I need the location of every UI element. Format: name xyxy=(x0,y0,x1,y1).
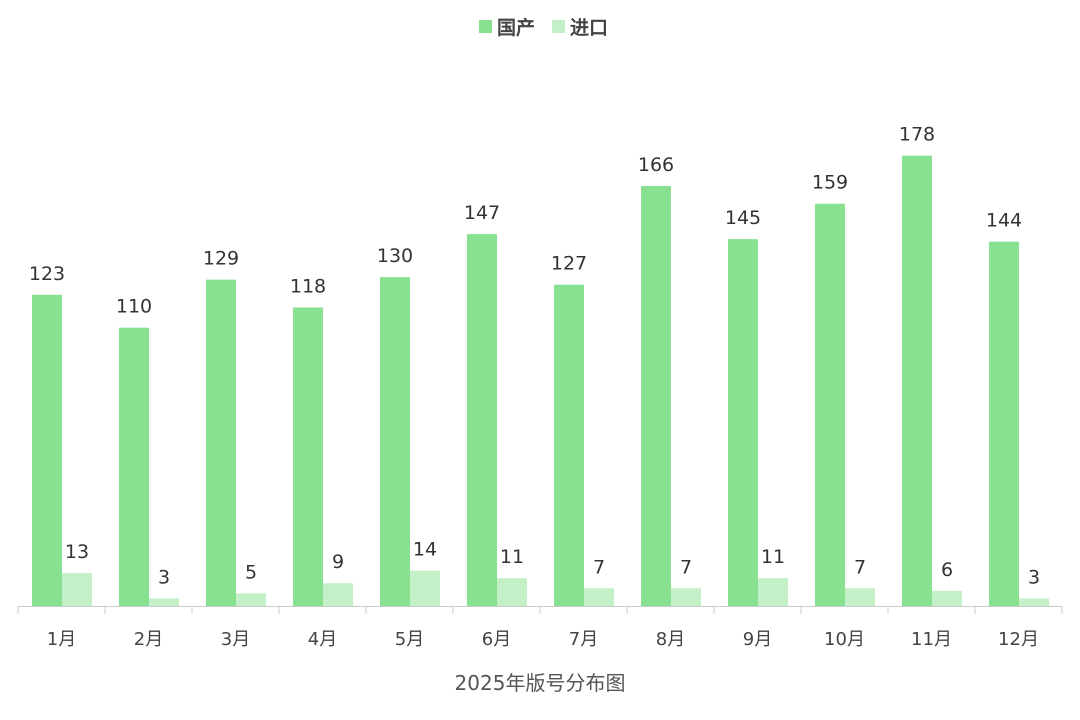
bar-0-11 xyxy=(989,241,1019,606)
bar-1-10 xyxy=(932,590,962,606)
bar-0-10 xyxy=(902,155,932,606)
x-tick-label-11: 12月 xyxy=(998,629,1039,650)
bar-1-8 xyxy=(758,578,788,606)
value-label-0-0: 123 xyxy=(29,263,65,285)
bar-1-3 xyxy=(323,583,353,606)
x-axis-title: 2025年版号分布图 xyxy=(455,671,626,695)
legend-label-0: 国产 xyxy=(497,16,535,39)
x-tick-label-7: 8月 xyxy=(656,629,685,650)
bar-0-3 xyxy=(293,307,323,606)
bar-1-6 xyxy=(584,588,614,606)
bar-1-2 xyxy=(236,593,266,606)
value-label-1-9: 7 xyxy=(854,556,866,578)
x-tick-label-8: 9月 xyxy=(743,629,772,650)
value-label-0-3: 118 xyxy=(290,275,326,297)
x-tick-label-0: 1月 xyxy=(47,629,76,650)
bar-0-7 xyxy=(641,186,671,606)
x-tick-label-1: 2月 xyxy=(134,629,163,650)
legend-label-1: 进口 xyxy=(570,17,608,39)
value-label-1-10: 6 xyxy=(941,559,953,581)
value-label-0-2: 129 xyxy=(203,248,239,270)
bar-0-1 xyxy=(119,327,149,606)
value-label-1-1: 3 xyxy=(158,566,170,588)
x-tick-label-5: 6月 xyxy=(482,629,511,650)
x-tick-label-3: 4月 xyxy=(308,629,337,650)
value-label-1-8: 11 xyxy=(761,546,785,568)
bar-0-2 xyxy=(206,279,236,606)
value-label-1-7: 7 xyxy=(680,556,692,578)
value-label-0-9: 159 xyxy=(812,172,848,194)
value-label-1-0: 13 xyxy=(65,541,89,563)
value-label-0-6: 127 xyxy=(551,253,587,275)
value-label-1-4: 14 xyxy=(413,539,437,561)
value-label-1-11: 3 xyxy=(1028,566,1040,588)
value-label-0-4: 130 xyxy=(377,245,413,267)
x-tick-label-2: 3月 xyxy=(221,629,250,650)
x-tick-label-9: 10月 xyxy=(824,629,865,650)
bar-0-6 xyxy=(554,284,584,606)
value-label-0-11: 144 xyxy=(986,210,1022,232)
x-tick-label-10: 11月 xyxy=(911,629,952,650)
bar-1-5 xyxy=(497,578,527,606)
legend: 国产 进口 xyxy=(479,16,608,39)
value-label-1-2: 5 xyxy=(245,561,257,583)
bar-1-7 xyxy=(671,588,701,606)
bars xyxy=(32,155,1049,607)
bar-0-4 xyxy=(380,277,410,606)
value-label-0-1: 110 xyxy=(116,296,152,318)
bar-1-11 xyxy=(1019,598,1049,606)
x-tick-label-4: 5月 xyxy=(395,629,424,650)
bar-1-9 xyxy=(845,588,875,606)
bar-1-1 xyxy=(149,598,179,606)
x-axis: 1月 2月 3月 4月 5月 6月 7月 8月 9月 10月 11月 12月 xyxy=(17,606,1063,650)
value-label-1-5: 11 xyxy=(500,546,524,568)
value-label-0-7: 166 xyxy=(638,154,674,176)
legend-swatch-0 xyxy=(479,20,492,33)
value-label-0-5: 147 xyxy=(464,202,500,224)
value-label-0-8: 145 xyxy=(725,207,761,229)
x-tick-label-6: 7月 xyxy=(569,629,598,650)
bar-0-0 xyxy=(32,294,62,606)
bar-0-9 xyxy=(815,203,845,607)
bar-0-8 xyxy=(728,239,758,606)
value-label-1-6: 7 xyxy=(593,556,605,578)
bar-1-4 xyxy=(410,570,440,606)
value-label-1-3: 9 xyxy=(332,551,344,573)
bar-1-0 xyxy=(62,573,92,606)
value-label-0-10: 178 xyxy=(899,124,935,146)
legend-swatch-1 xyxy=(552,20,565,33)
bar-0-5 xyxy=(467,234,497,606)
